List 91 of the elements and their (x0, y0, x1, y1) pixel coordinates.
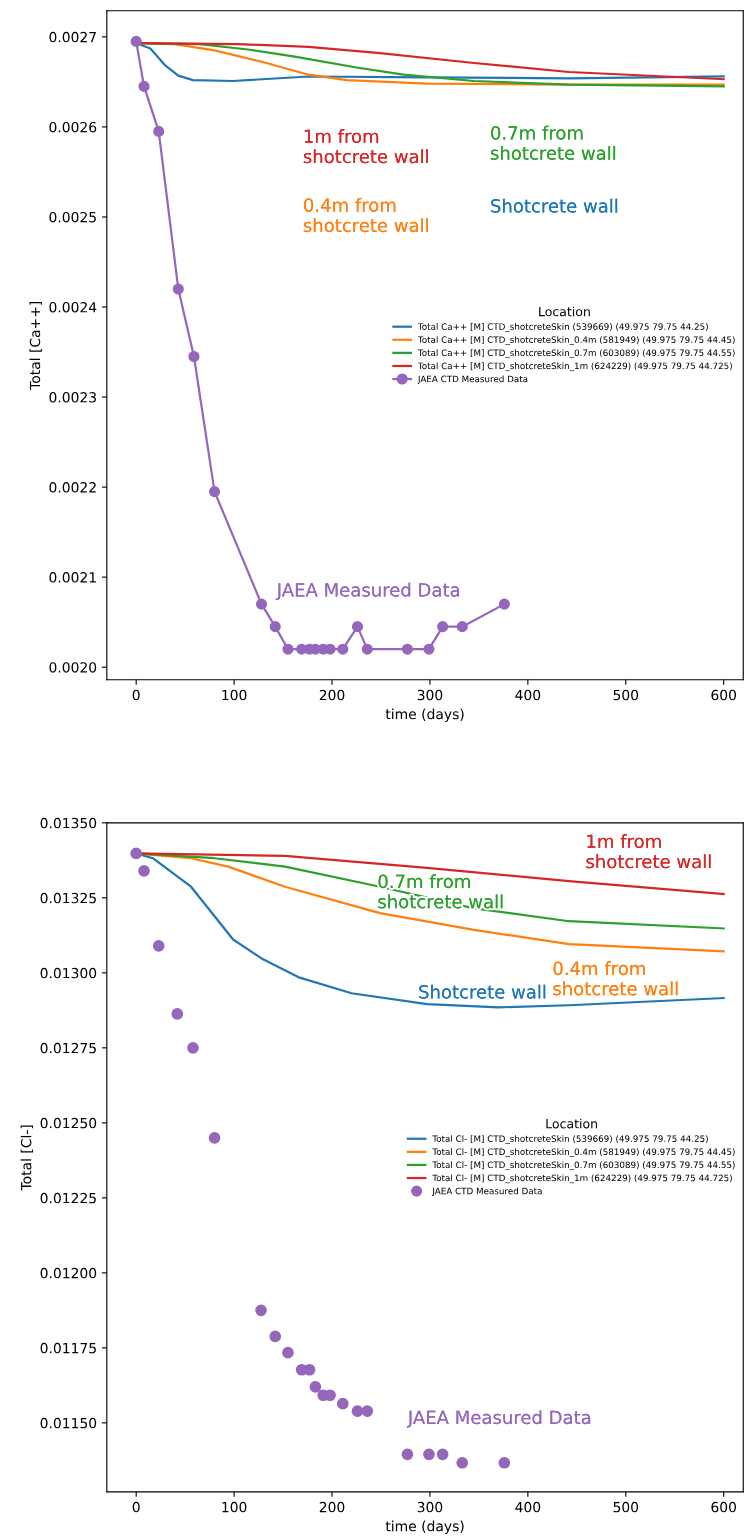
point (337, 643, 349, 655)
x-tick-label: 300 (417, 1501, 443, 1513)
point (269, 621, 281, 633)
y-axis-title: Total [Ca++] (29, 301, 42, 390)
y-tick-label: 0.01175 (40, 1342, 96, 1354)
x-tick-label: 200 (319, 1501, 345, 1513)
point (456, 621, 468, 633)
annotation: Shotcrete wall (491, 198, 618, 213)
x-tick-label: 500 (613, 1501, 639, 1513)
x-tick-label: 300 (417, 689, 443, 701)
x-axis-title: time (days) (385, 1520, 464, 1535)
x-tick-label: 100 (222, 689, 247, 701)
annotation: Shotcrete wall (419, 984, 546, 999)
legend-label: Total Ca++ [M] CTD_shotcreteSkin_0.7m (603089) (49.975 79.75 44.55) (417, 349, 735, 358)
point (208, 486, 221, 498)
legend-title: Location (539, 306, 590, 317)
point (498, 598, 510, 610)
y-tick-label: 0.01150 (40, 1417, 97, 1429)
point (172, 283, 184, 295)
legend-label: JAEA CTD Measured Data (431, 1187, 542, 1196)
y-tick-label: 0.01350 (40, 817, 97, 829)
point (269, 1330, 282, 1343)
point (309, 1381, 322, 1393)
point (336, 1397, 349, 1410)
legend-label: Total Cl- [M] CTD_shotcreteSkin_0.7m (603089) (49.975 79.75 44.55) (432, 1161, 735, 1171)
y-tick-label: 0.0022 (49, 482, 96, 493)
point (401, 643, 413, 655)
legend-label: Total Cl- [M] CTD_shotcreteSkin_1m (624229) (49.975 79.75 44.725) (432, 1174, 732, 1184)
point (437, 621, 449, 633)
annotation: JAEA Measured Data (275, 582, 460, 601)
y-tick-label: 0.01300 (40, 967, 97, 979)
legend-label: Total Ca++ [M] CTD_shotcreteSkin_1m (624229) (49.975 79.75 44.725) (417, 362, 732, 372)
y-tick-label: 0.01225 (40, 1192, 96, 1204)
x-tick-label: 400 (515, 689, 541, 701)
point (187, 1041, 199, 1054)
x-tick-label: 600 (711, 1501, 737, 1513)
y-tick-label: 0.01275 (40, 1042, 96, 1054)
y-tick-label: 0.01200 (40, 1267, 97, 1279)
legend-label: Total Ca++ [M] CTD_shotcreteSkin (539669) (49.975 79.75 44.25) (417, 323, 708, 332)
legend-label: Total Cl- [M] CTD_shotcreteSkin_0.4m (581949) (49.975 79.75 44.45) (432, 1148, 735, 1157)
annotation: 1m from shotcrete wall (303, 129, 428, 164)
y-axis-title: Total [Cl-] (20, 1125, 34, 1191)
point (498, 1456, 511, 1469)
annotation: 1m from shotcrete wall (586, 834, 711, 869)
legend-label: Total Cl- [M] CTD_shotcreteSkin (539669) (49.975 79.75 44.25) (432, 1135, 708, 1144)
point (423, 643, 435, 655)
annotation: 0.4m from shotcrete wall (553, 961, 678, 996)
point (130, 847, 143, 860)
point (152, 939, 165, 952)
point (456, 1456, 469, 1469)
point (423, 1448, 435, 1461)
x-tick-label: 400 (515, 1501, 541, 1513)
x-tick-label: 600 (711, 689, 737, 701)
y-tick-label: 0.0027 (49, 31, 96, 43)
point (130, 35, 142, 47)
x-tick-label: 500 (613, 689, 639, 701)
point (188, 350, 200, 363)
point (255, 598, 268, 610)
point (436, 1448, 449, 1461)
x-axis-title: time (days) (385, 708, 464, 722)
annotation: 0.4m from shotcrete wall (303, 197, 428, 233)
legend-label: JAEA CTD Measured Data (417, 375, 528, 384)
y-tick-label: 0.0020 (49, 662, 97, 673)
y-tick-label: 0.0024 (49, 301, 97, 313)
y-tick-label: 0.0026 (49, 121, 97, 133)
point (351, 621, 364, 633)
point (401, 1448, 414, 1461)
point (351, 1405, 364, 1417)
x-tick-label: 100 (222, 1501, 247, 1513)
y-tick-label: 0.0023 (49, 392, 96, 403)
point (138, 80, 150, 92)
annotation: 0.7m from shotcrete wall (490, 125, 616, 160)
point (255, 1304, 267, 1317)
point (208, 1131, 221, 1144)
annotation: JAEA Measured Data (406, 1410, 591, 1428)
x-tick-label: 0 (132, 689, 140, 701)
point (171, 1008, 184, 1020)
y-tick-label: 0.01325 (40, 892, 96, 904)
point (282, 643, 294, 655)
legend-label: Total Ca++ [M] CTD_shotcreteSkin_0.4m (581949) (49.975 79.75 44.45) (417, 336, 735, 345)
y-tick-label: 0.0025 (49, 211, 96, 223)
point (361, 643, 373, 655)
x-tick-label: 200 (319, 689, 345, 701)
point (153, 125, 165, 137)
x-tick-label: 0 (132, 1501, 140, 1513)
point (282, 1346, 294, 1359)
point (138, 864, 150, 877)
y-tick-label: 0.0021 (49, 572, 96, 583)
y-tick-label: 0.01250 (40, 1117, 97, 1129)
point (361, 1405, 374, 1417)
legend-title: Location (546, 1118, 597, 1129)
